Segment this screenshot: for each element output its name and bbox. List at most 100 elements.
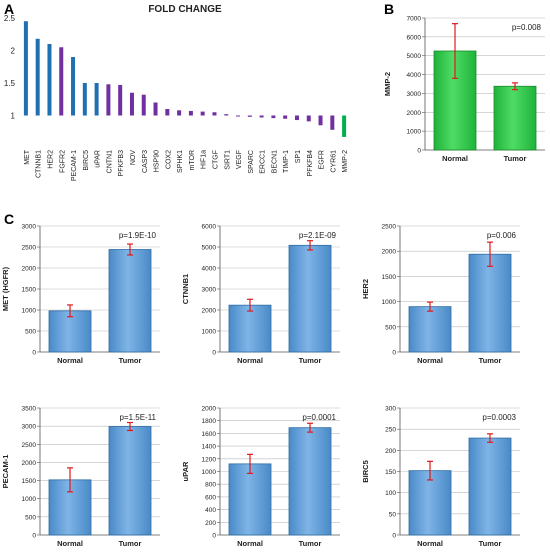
bar [35,38,40,116]
bar [59,47,64,116]
y-tick-label: 6000 [407,34,422,41]
y-tick-label: 0 [212,533,216,540]
category-label: FGFR2 [59,150,66,173]
bar [47,44,52,116]
y-tick-label: 3000 [407,91,422,98]
y-tick-label: 0 [32,533,36,540]
y-tick-label: 2000 [202,308,217,315]
p-value-label: p=0.006 [487,231,517,240]
bar [108,249,152,353]
category-label: uPAR [95,150,102,168]
category-label: COX2 [165,150,172,169]
bar [71,57,76,116]
x-category-label: Normal [417,356,443,365]
category-label: mTOR [189,150,196,170]
panel-label-c: C [4,211,14,227]
y-tick-label: 100 [385,490,396,497]
y-tick-label: 1000 [407,129,422,136]
bar [23,21,28,116]
bar [200,111,205,116]
x-category-label: Tumor [504,154,527,163]
y-tick-label: 1000 [202,469,217,476]
p-value-label: p=2.1E-09 [299,231,337,240]
y-tick-label: 5000 [407,53,422,60]
y-tick-label: 0 [32,350,36,357]
y-tick-label: 1400 [202,444,217,451]
y-tick-label: 200 [205,520,216,527]
y-axis-label: PECAM-1 [1,455,10,489]
y-tick-label: 1500 [382,274,397,281]
y-tick-label: 3000 [202,287,217,294]
x-category-label: Tumor [479,356,502,365]
y-tick-label: 4000 [407,72,422,79]
bar [108,426,152,536]
bar [408,470,452,536]
y-tick-label: 200 [385,448,396,455]
y-tick-label: 2000 [22,460,37,467]
y-tick-label: 1000 [202,329,217,336]
y-tick-label: 2.5 [4,14,16,23]
category-label: CYR61 [330,150,337,173]
category-label: TIMP-1 [283,150,290,173]
bar [177,110,182,116]
bar [306,115,311,122]
y-tick-label: 6000 [202,224,217,231]
bar [129,92,134,116]
y-tick-label: 1.5 [4,79,16,88]
category-label: SP1 [295,150,302,163]
bar [228,304,272,353]
bar [82,83,87,116]
category-label: SPARC [248,150,255,174]
y-tick-label: 50 [389,511,397,518]
bar [224,114,229,116]
x-category-label: Tumor [299,539,322,548]
y-tick-label: 5000 [202,245,217,252]
chart-title: FOLD CHANGE [148,4,222,15]
bar [283,115,288,119]
category-label: CASP3 [142,150,149,173]
bar [118,84,123,116]
y-tick-label: 0 [392,350,396,357]
chart-upar: 0 200 400 600 800 1000 1200 1400 1600 1800 2000 uPA… [181,406,340,548]
x-category-label: Tumor [299,356,322,365]
y-tick-label: 1500 [22,478,37,485]
y-tick-label: 2000 [202,406,217,413]
x-category-label: Normal [57,356,83,365]
category-label: PECAM-1 [71,150,78,181]
bar [236,115,241,117]
category-label: SIRT1 [224,150,231,170]
y-tick-label: 400 [205,507,216,514]
y-axis-label: MMP-2 [383,72,392,96]
y-tick-label: 0 [392,533,396,540]
y-tick-label: 1600 [202,431,217,438]
y-tick-label: 300 [385,406,396,413]
p-value-label: p=0.0003 [482,413,516,422]
y-tick-label: 1 [11,112,16,121]
y-tick-label: 1500 [22,287,37,294]
bar [188,110,193,116]
y-tick-label: 0 [212,350,216,357]
bar [48,310,92,353]
x-category-label: Tumor [479,539,502,548]
y-tick-label: 2500 [22,442,37,449]
bar [288,244,332,353]
category-label: VEGF [236,150,243,169]
x-category-label: Normal [237,539,263,548]
y-tick-label: 2500 [382,224,397,231]
category-label: HSP90 [154,150,161,172]
category-label: SPHK1 [177,150,184,173]
y-tick-label: 2000 [382,249,397,256]
y-tick-label: 1200 [202,456,217,463]
y-axis-label: uPAR [181,461,190,481]
bar [468,253,512,353]
category-label: CNTN1 [106,150,113,173]
y-tick-label: 0 [417,148,421,155]
y-tick-label: 500 [25,329,36,336]
chart-her2: 0 500 1000 1500 2000 2500 HER2 Normal Tumor p=0.0… [361,224,520,365]
bar [247,115,252,117]
x-category-label: Tumor [119,539,142,548]
category-label: MMP-2 [342,150,349,173]
p-value-label: p=1.9E-10 [119,231,157,240]
bar [408,306,452,353]
